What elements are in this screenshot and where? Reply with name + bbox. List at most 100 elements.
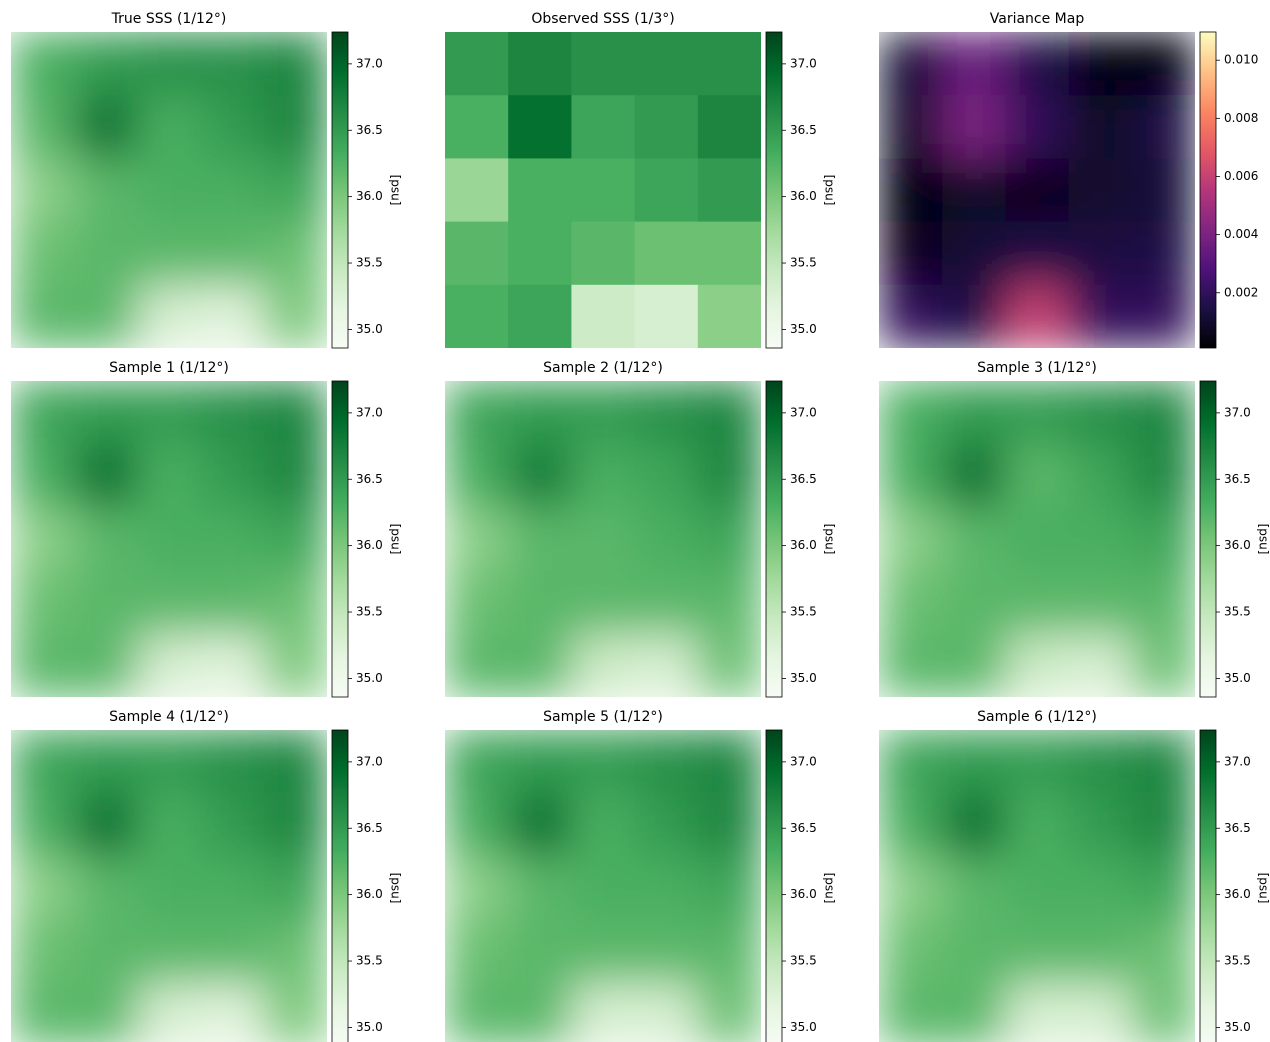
heatmap-cell (1069, 730, 1133, 794)
colorbar (1200, 32, 1216, 348)
heatmap-cell (698, 95, 762, 159)
panel-title: Sample 3 (1/12°) (977, 360, 1097, 376)
heatmap-cell (1005, 793, 1069, 857)
heatmap-cell (201, 983, 265, 1042)
heatmap-cell (508, 32, 572, 96)
colorbar (1200, 730, 1216, 1042)
heatmap-cell (74, 95, 138, 159)
heatmap-cells (445, 730, 762, 1042)
heatmap-cell (137, 920, 201, 984)
heatmap-cell (879, 95, 943, 159)
heatmap-cell (635, 158, 699, 222)
heatmap-cell (635, 381, 699, 445)
heatmap-cell (201, 571, 265, 635)
heatmap-cell (571, 634, 635, 698)
colorbar-label: [psu] (389, 524, 403, 555)
colorbar (332, 32, 348, 348)
heatmap-cell (264, 793, 328, 857)
colorbar-tick-label: 36.0 (356, 189, 383, 203)
heatmap-cell (508, 571, 572, 635)
heatmap-cell (635, 444, 699, 508)
colorbar-tick-label: 36.0 (1224, 887, 1251, 901)
heatmap-cell (879, 222, 943, 286)
heatmap-cell (698, 571, 762, 635)
heatmap-cell (74, 634, 138, 698)
colorbar-tick-label: 35.5 (356, 954, 383, 968)
heatmap-cell (1005, 95, 1069, 159)
heatmap-cell (1132, 95, 1196, 159)
panel: True SSS (1/12°)35.035.536.036.537.0[psu… (11, 11, 403, 349)
heatmap-cell (445, 32, 509, 96)
heatmap-cell (1132, 32, 1196, 96)
heatmap-cells (879, 32, 1196, 349)
heatmap-cell (942, 222, 1006, 286)
heatmap-cell (137, 634, 201, 698)
heatmap-cell (698, 793, 762, 857)
heatmap-cell (137, 222, 201, 286)
heatmap-cell (1069, 381, 1133, 445)
heatmap-cell (74, 222, 138, 286)
heatmap-cell (635, 793, 699, 857)
colorbar-label: [psu] (1257, 524, 1270, 555)
heatmap-cell (11, 730, 75, 794)
heatmap-cell (1069, 285, 1133, 349)
heatmap-cell (571, 158, 635, 222)
heatmap-cell (137, 285, 201, 349)
heatmap-cell (11, 920, 75, 984)
heatmap-cell (1005, 571, 1069, 635)
heatmap-cell (1132, 634, 1196, 698)
heatmap (445, 32, 762, 349)
heatmap-cell (942, 793, 1006, 857)
heatmap-cell (571, 507, 635, 571)
heatmap-cell (201, 634, 265, 698)
panel-title: Sample 4 (1/12°) (109, 709, 229, 725)
heatmap-cell (698, 285, 762, 349)
heatmap-cell (698, 507, 762, 571)
heatmap-cell (1069, 32, 1133, 96)
colorbar-tick-label: 36.5 (356, 821, 383, 835)
heatmap (11, 730, 328, 1042)
heatmap-cell (11, 507, 75, 571)
heatmap-cell (74, 158, 138, 222)
heatmap-cell (11, 158, 75, 222)
heatmap-cell (698, 444, 762, 508)
heatmap-cell (445, 793, 509, 857)
heatmap-cell (942, 983, 1006, 1042)
heatmap-cell (11, 634, 75, 698)
colorbar-tick-label: 0.004 (1224, 227, 1258, 241)
heatmap-cells (879, 730, 1196, 1042)
heatmap-cell (508, 444, 572, 508)
heatmap-cell (942, 730, 1006, 794)
heatmap-cell (571, 444, 635, 508)
colorbar-tick-label: 35.0 (356, 671, 383, 685)
heatmap-cell (137, 983, 201, 1042)
heatmap-cell (698, 920, 762, 984)
heatmap-cell (942, 634, 1006, 698)
heatmap-cell (264, 571, 328, 635)
heatmap-cell (264, 32, 328, 96)
heatmap-cell (137, 571, 201, 635)
colorbar (766, 32, 782, 348)
heatmap-cell (635, 285, 699, 349)
heatmap-cell (264, 983, 328, 1042)
colorbar-tick-label: 35.0 (790, 322, 817, 336)
colorbar (1200, 381, 1216, 697)
heatmap-cell (879, 507, 943, 571)
colorbar-tick-label: 37.0 (790, 754, 817, 768)
heatmap-cell (1005, 983, 1069, 1042)
heatmap-cell (1005, 920, 1069, 984)
panel-title: Sample 2 (1/12°) (543, 360, 663, 376)
colorbar-tick-label: 36.5 (790, 123, 817, 137)
heatmap (11, 32, 328, 349)
heatmap-cell (698, 381, 762, 445)
colorbar (766, 381, 782, 697)
heatmap-cell (1069, 920, 1133, 984)
panel-title: Sample 5 (1/12°) (543, 709, 663, 725)
heatmap-cell (879, 571, 943, 635)
colorbar-tick-label: 36.0 (790, 887, 817, 901)
heatmap-cells (445, 381, 762, 698)
colorbar (332, 730, 348, 1042)
heatmap-cell (74, 856, 138, 920)
heatmap (879, 730, 1196, 1042)
heatmap-cell (508, 285, 572, 349)
